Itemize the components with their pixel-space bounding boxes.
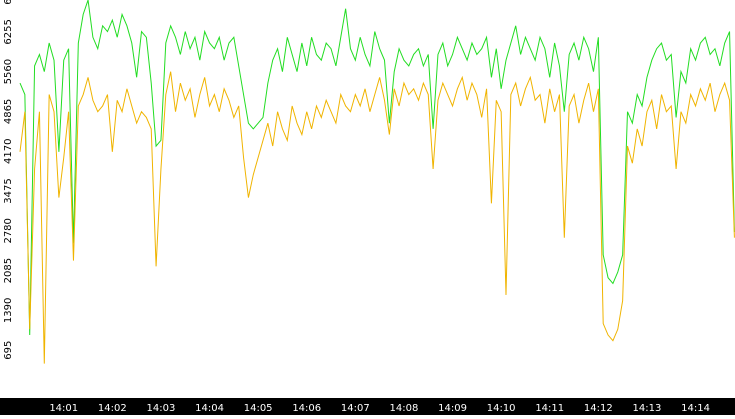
y-tick-label: 1390 — [3, 298, 14, 323]
y-tick-label: 4865 — [3, 99, 14, 124]
x-tick-label: 14:06 — [292, 403, 321, 414]
x-tick-label: 14:14 — [681, 403, 710, 414]
y-tick-label: 2085 — [3, 258, 14, 283]
x-tick-label: 14:01 — [49, 403, 78, 414]
x-tick-label: 14:07 — [341, 403, 370, 414]
x-tick-label: 14:12 — [584, 403, 613, 414]
x-axis-band — [0, 398, 735, 415]
y-tick-label: 6255 — [3, 19, 14, 44]
x-tick-label: 14:03 — [147, 403, 176, 414]
y-tick-label: 5560 — [3, 59, 14, 84]
x-tick-label: 14:04 — [195, 403, 224, 414]
x-tick-label: 14:05 — [244, 403, 273, 414]
x-tick-label: 14:02 — [98, 403, 127, 414]
x-tick-label: 14:09 — [438, 403, 467, 414]
x-tick-label: 14:13 — [633, 403, 662, 414]
x-tick-label: 14:11 — [535, 403, 564, 414]
y-tick-label: 2780 — [3, 218, 14, 243]
data-line — [19, 71, 735, 364]
y-tick-label: 695 — [3, 341, 14, 360]
y-tick-label: 3475 — [3, 178, 14, 203]
data-line — [19, 0, 735, 336]
x-tick-label: 14:10 — [487, 403, 516, 414]
y-tick-label: 4170 — [3, 139, 14, 164]
x-tick-label: 14:08 — [390, 403, 419, 414]
